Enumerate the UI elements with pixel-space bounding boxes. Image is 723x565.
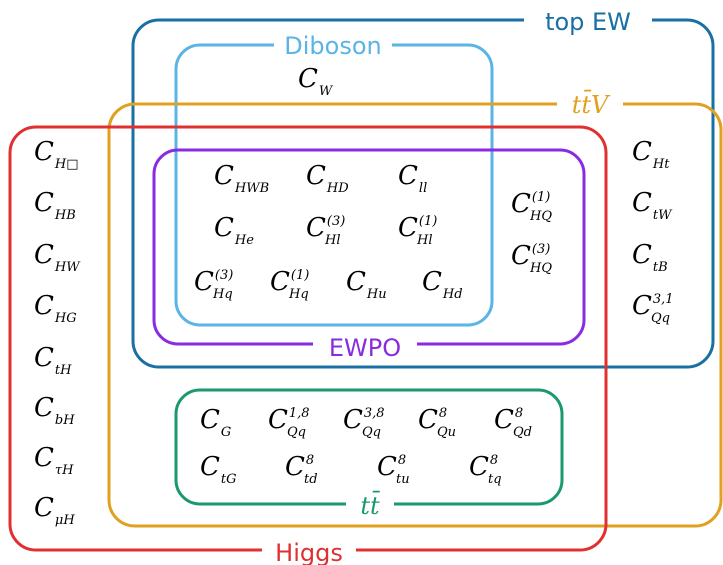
svg-text:Higgs: Higgs — [275, 539, 343, 565]
coefficient-ewpo-grid: CHWB — [214, 161, 269, 196]
coefficient-higgs-only: CμH — [34, 493, 75, 528]
region-label-higgs: Higgs — [262, 537, 356, 565]
coefficient-top-ew-right: C3,1 Qq — [632, 291, 674, 326]
coefficient-higgs-only: CHW — [34, 240, 81, 275]
region-label-ewpo: EWPO — [313, 332, 417, 362]
coefficient-top-ew-right: CtB — [632, 240, 668, 275]
coefficient-higgs-only: CHG — [34, 291, 77, 326]
region-top-ew-box — [131, 18, 715, 369]
coefficient-ewpo-grid: CHd — [422, 267, 463, 302]
coefficient-ewpo-grid: C(1) Hq — [270, 267, 309, 302]
coefficient-higgs-only: CτH — [34, 443, 74, 478]
coefficient-ewpo-grid: CHe — [214, 213, 254, 248]
coefficient-ewpo-grid: Cll — [398, 161, 427, 196]
coefficient-tt-grid: C3,8 Qq — [343, 405, 385, 440]
svg-text:tt̄: tt̄ — [360, 491, 380, 520]
svg-text:tt̄V: tt̄V — [572, 90, 611, 119]
coefficient-higgs-only: CHB — [34, 188, 76, 223]
coefficient-tt-grid: CtG — [200, 452, 237, 487]
coefficient-tt-grid: C8 td — [285, 452, 318, 487]
coefficient-ewpo-right: C(3) HQ — [511, 241, 552, 276]
coefficient-ewpo-grid: C(3) Hl — [306, 213, 345, 248]
coefficient-higgs-only: CH□ — [34, 137, 79, 172]
svg-text:EWPO: EWPO — [329, 334, 401, 362]
coefficient-ewpo-right: C(1) HQ — [511, 189, 552, 224]
coefficient-diboson-only: CW — [298, 64, 334, 99]
coefficient-tt-grid: CG — [200, 405, 231, 440]
coefficient-tt-grid: C8 Qd — [494, 405, 532, 440]
coefficient-tt-grid: C8 Qu — [418, 405, 456, 440]
coefficient-layer: CW CH□ CHB CHW CHG CtH CbH CτH CμH CHt CtW CtB C3,1 Q… — [34, 64, 674, 528]
svg-text:top EW: top EW — [545, 8, 631, 36]
coefficient-top-ew-right: CtW — [632, 188, 673, 223]
region-label-ttv: tt̄V — [557, 90, 623, 119]
coefficient-ewpo-grid: C(3) Hq — [194, 267, 233, 302]
coefficient-top-ew-right: CHt — [632, 137, 670, 172]
coefficient-tt-grid: C8 tq — [469, 452, 502, 487]
region-ttv-box — [107, 102, 723, 528]
region-label-tt: tt̄ — [346, 491, 394, 520]
coefficient-tt-grid: C1,8 Qq — [268, 405, 310, 440]
region-label-top-ew: top EW — [524, 6, 652, 36]
coefficient-higgs-only: CtH — [34, 343, 72, 378]
coefficient-higgs-only: CbH — [34, 393, 75, 428]
coefficient-tt-grid: C8 tu — [377, 452, 410, 487]
svg-text:Diboson: Diboson — [284, 32, 381, 60]
coefficient-ewpo-grid: C(1) Hl — [398, 213, 437, 248]
coefficient-ewpo-grid: CHD — [306, 161, 349, 196]
region-label-diboson: Diboson — [274, 30, 392, 60]
coefficient-ewpo-grid: CHu — [346, 267, 387, 302]
